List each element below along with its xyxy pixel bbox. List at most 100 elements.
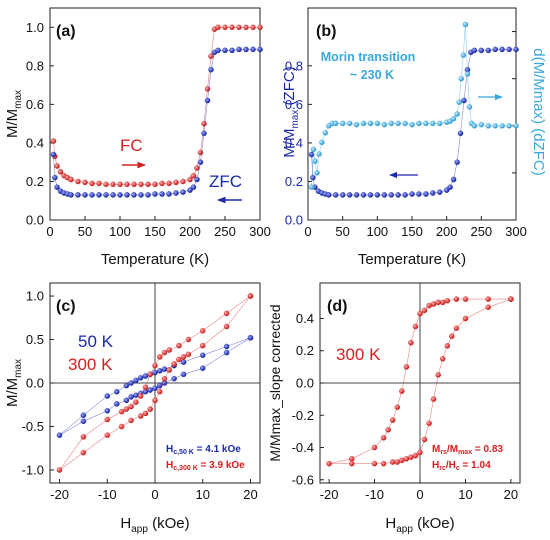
data-point [430, 396, 437, 402]
x-tick-label: 10 [458, 487, 472, 502]
y-ticks: -0.6 -0.4 -0.2 0.0 0.2 0.4 [292, 311, 324, 487]
data-point [332, 192, 339, 198]
data-point [454, 159, 460, 165]
data-point [408, 339, 414, 346]
x-tick-label: 100 [109, 224, 131, 239]
data-point [142, 410, 149, 417]
panel-label: (c) [56, 298, 76, 315]
annotation-300k: 300 K [336, 345, 381, 364]
series-layer [50, 24, 263, 198]
data-point [137, 393, 144, 399]
data-point [409, 121, 415, 128]
x-tick-label: 50 [335, 224, 349, 239]
data-point [137, 375, 144, 381]
data-point [454, 111, 460, 117]
data-point [346, 192, 353, 198]
data-point [147, 371, 153, 378]
data-point [374, 120, 381, 127]
data-point [394, 404, 401, 410]
data-point [208, 66, 214, 73]
data-point [142, 373, 149, 379]
y-tick-label: 0.5 [26, 332, 44, 347]
data-point [161, 375, 168, 382]
series-line-fc [53, 27, 260, 185]
data-point [416, 120, 422, 127]
data-point [157, 382, 163, 389]
data-point [402, 192, 408, 198]
data-point [499, 123, 505, 129]
data-point [485, 123, 492, 129]
data-point [453, 325, 460, 331]
series-layer [308, 21, 519, 198]
data-point [499, 46, 505, 53]
data-point [349, 456, 355, 462]
data-point [152, 369, 158, 376]
x-tick-label: 150 [401, 224, 423, 239]
y-tick-label-left: 0.8 [285, 58, 303, 73]
data-point [114, 388, 120, 395]
panel-label: (d) [327, 298, 347, 315]
data-point [147, 387, 153, 393]
data-point [128, 403, 134, 410]
data-point [449, 333, 455, 339]
data-point [157, 368, 163, 374]
data-point [257, 46, 263, 53]
data-point [80, 418, 87, 425]
data-point [423, 191, 429, 197]
x-axis-label: Happ (kOe) [120, 515, 189, 535]
data-point [199, 365, 206, 371]
series-layer [326, 296, 514, 467]
data-point [56, 432, 63, 438]
series-line-dzfc [311, 24, 516, 188]
data-point [439, 356, 446, 362]
y-tick-label: 0.8 [26, 58, 44, 73]
data-point [171, 361, 177, 367]
y-tick-label-left: 0.6 [285, 97, 303, 112]
data-point [223, 323, 230, 330]
data-point [492, 123, 498, 129]
data-point [310, 174, 316, 181]
data-point [243, 24, 249, 31]
y-tick-label: -0.6 [292, 472, 314, 487]
data-point [215, 47, 221, 54]
data-point [152, 181, 158, 188]
data-point [80, 434, 87, 440]
data-point [89, 180, 95, 187]
x-tick-label: -20 [320, 487, 339, 502]
data-point [312, 158, 318, 164]
y-tick-label-left: 0.4 [285, 135, 303, 150]
data-point [417, 449, 423, 456]
x-tick-label: 10 [195, 487, 209, 502]
y-tick-label: 0.0 [26, 213, 44, 228]
data-point [176, 342, 182, 349]
annotation-300k: 300 K [68, 355, 113, 374]
x-ticks: 0 50 100 150 200 250 300 [46, 216, 271, 239]
data-point [124, 192, 130, 198]
data-point [157, 354, 163, 360]
y-tick-label: -0.2 [292, 408, 314, 423]
data-point [223, 349, 230, 356]
data-point [50, 138, 57, 144]
data-point [485, 304, 491, 310]
data-point [417, 310, 423, 317]
data-point [197, 159, 204, 165]
y-axis-label: M/Mmax [4, 90, 24, 138]
data-point [423, 120, 429, 127]
data-point [402, 120, 408, 127]
y-tick-label: 0.2 [26, 174, 44, 189]
data-point [103, 181, 109, 188]
annotation-zfc: ZFC [209, 172, 242, 191]
data-point [166, 180, 172, 187]
data-point [152, 385, 158, 391]
data-point [403, 364, 410, 370]
data-point [128, 380, 134, 386]
y-tick-label: 1.0 [26, 20, 44, 35]
data-point [75, 192, 81, 198]
annotation-hc-300k: Hc,300 K = 3.9 kOe [166, 460, 245, 472]
data-point [371, 444, 378, 451]
data-point [117, 181, 123, 188]
data-point [180, 189, 186, 195]
data-point [103, 192, 109, 198]
data-point [460, 52, 467, 58]
data-point [117, 192, 123, 198]
